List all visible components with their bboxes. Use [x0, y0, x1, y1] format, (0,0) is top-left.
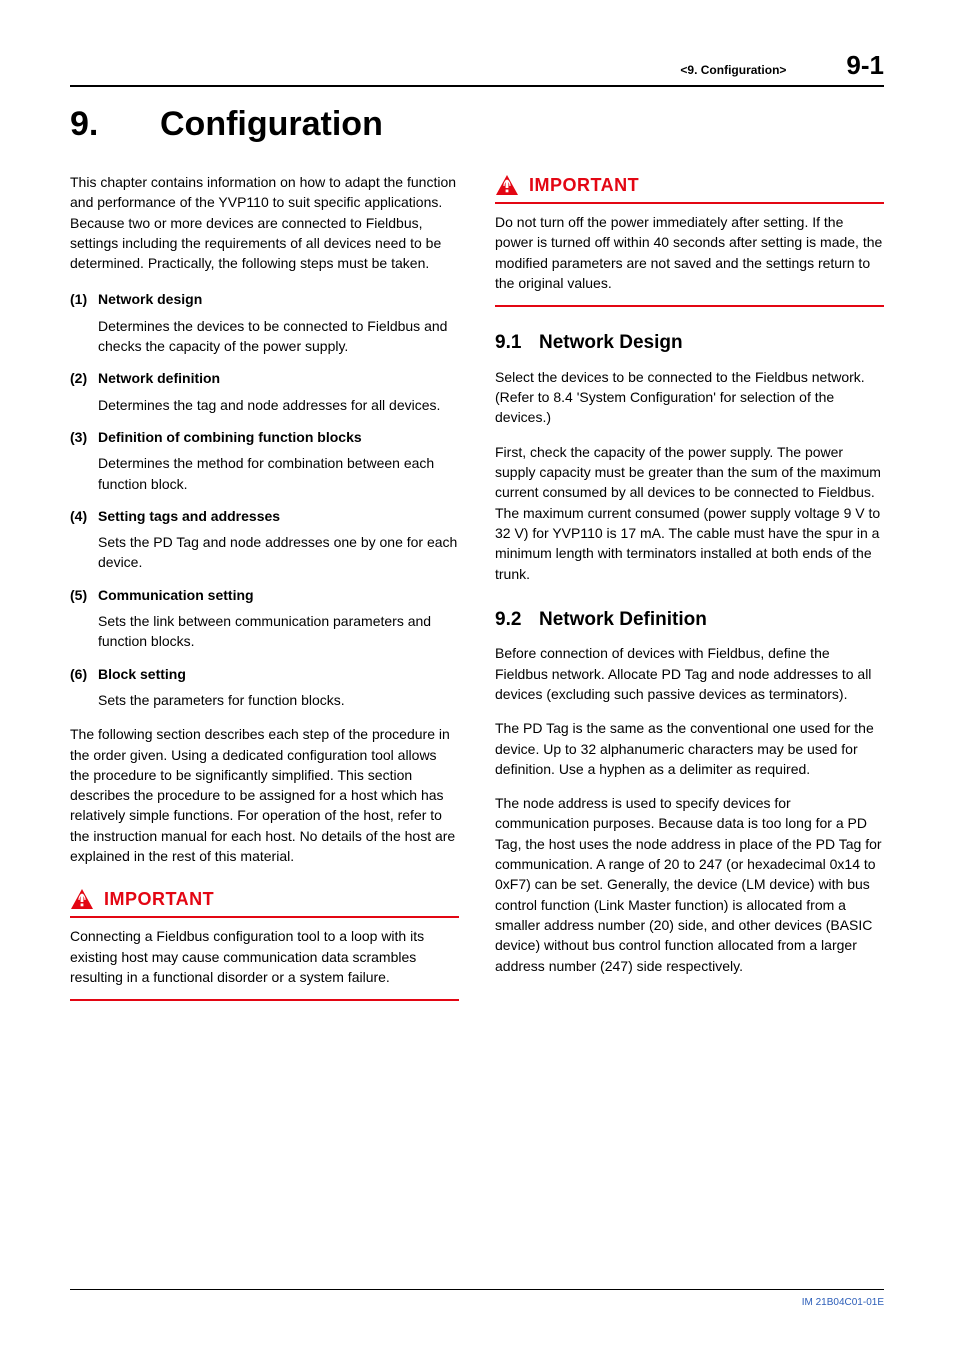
step-number: (4): [70, 506, 98, 526]
important-heading-left: IMPORTANT: [70, 886, 459, 918]
step-body: Determines the method for combination be…: [98, 453, 459, 494]
step-number: (5): [70, 585, 98, 605]
section-number: 9.1: [495, 329, 539, 357]
step-5: (5)Communication setting Sets the link b…: [70, 585, 459, 652]
section-heading-9-1: 9.1 Network Design: [495, 329, 884, 357]
step-2: (2)Network definition Determines the tag…: [70, 368, 459, 415]
important-body: Connecting a Fieldbus configuration tool…: [70, 926, 459, 987]
section-paragraph: The node address is used to specify devi…: [495, 793, 884, 976]
footer-doc-id: IM 21B04C01-01E: [802, 1297, 884, 1308]
step-title: Network definition: [98, 368, 220, 388]
section-paragraph: Before connection of devices with Fieldb…: [495, 643, 884, 704]
step-number: (6): [70, 664, 98, 684]
step-body: Sets the parameters for function blocks.: [98, 690, 459, 710]
section-paragraph: Select the devices to be connected to th…: [495, 367, 884, 428]
chapter-number: 9.: [70, 105, 160, 144]
section-title: Network Definition: [539, 606, 707, 634]
section-heading-9-2: 9.2 Network Definition: [495, 606, 884, 634]
important-label: IMPORTANT: [104, 886, 214, 912]
important-box-left: Connecting a Fieldbus configuration tool…: [70, 926, 459, 1001]
content-columns: This chapter contains information on how…: [70, 172, 884, 1011]
intro-paragraph: This chapter contains information on how…: [70, 172, 459, 273]
step-3: (3)Definition of combining function bloc…: [70, 427, 459, 494]
warning-icon: [495, 174, 519, 196]
step-1: (1)Network design Determines the devices…: [70, 289, 459, 356]
step-number: (2): [70, 368, 98, 388]
step-4: (4)Setting tags and addresses Sets the P…: [70, 506, 459, 573]
step-title: Communication setting: [98, 585, 254, 605]
left-column: This chapter contains information on how…: [70, 172, 459, 1011]
section-number: 9.2: [495, 606, 539, 634]
step-body: Sets the PD Tag and node addresses one b…: [98, 532, 459, 573]
important-heading-right: IMPORTANT: [495, 172, 884, 204]
section-paragraph: The PD Tag is the same as the convention…: [495, 718, 884, 779]
footer-divider: [70, 1289, 884, 1290]
step-body: Sets the link between communication para…: [98, 611, 459, 652]
step-title: Definition of combining function blocks: [98, 427, 362, 447]
step-body: Determines the devices to be connected t…: [98, 316, 459, 357]
step-6: (6)Block setting Sets the parameters for…: [70, 664, 459, 711]
step-title: Setting tags and addresses: [98, 506, 280, 526]
chapter-title: 9.Configuration: [70, 105, 884, 144]
page-header: <9. Configuration> 9-1: [70, 50, 884, 87]
page-number: 9-1: [846, 50, 884, 81]
outro-paragraph: The following section describes each ste…: [70, 724, 459, 866]
right-column: IMPORTANT Do not turn off the power imme…: [495, 172, 884, 1011]
section-paragraph: First, check the capacity of the power s…: [495, 442, 884, 584]
section-title: Network Design: [539, 329, 683, 357]
step-number: (3): [70, 427, 98, 447]
step-title: Block setting: [98, 664, 186, 684]
important-label: IMPORTANT: [529, 172, 639, 198]
important-body: Do not turn off the power immediately af…: [495, 212, 884, 293]
step-title: Network design: [98, 289, 202, 309]
breadcrumb: <9. Configuration>: [680, 63, 786, 77]
step-number: (1): [70, 289, 98, 309]
warning-icon: [70, 888, 94, 910]
step-body: Determines the tag and node addresses fo…: [98, 395, 459, 415]
chapter-title-text: Configuration: [160, 105, 383, 143]
important-box-right: Do not turn off the power immediately af…: [495, 212, 884, 307]
